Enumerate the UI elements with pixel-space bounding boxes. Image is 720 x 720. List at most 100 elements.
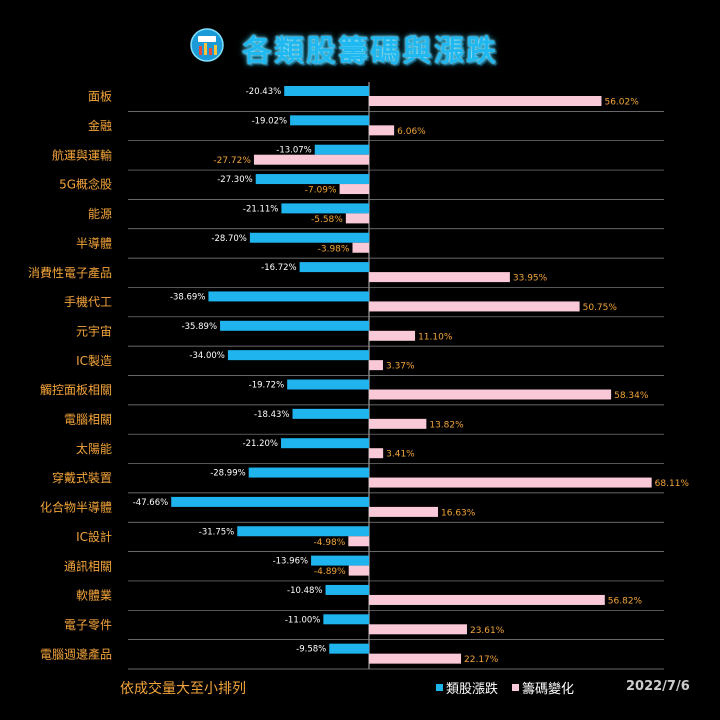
data-label-series2: -27.72%	[213, 156, 251, 166]
data-label-series2: 11.10%	[418, 332, 453, 342]
data-label-series2: 6.06%	[397, 127, 426, 137]
bar-series1	[220, 320, 369, 331]
data-label-series1: -47.66%	[133, 498, 168, 508]
bar-series2	[369, 389, 612, 400]
category-label: 能源	[88, 207, 112, 221]
bar-series1	[284, 86, 369, 96]
category-label: 通訊相關	[64, 558, 112, 573]
data-label-series1: -13.96%	[273, 557, 308, 567]
data-label-series1: -31.75%	[199, 527, 234, 537]
data-label-series1: -38.69%	[170, 292, 205, 302]
data-label-series1: -34.00%	[189, 351, 224, 361]
data-label-series2: -4.89%	[314, 567, 346, 577]
data-label-series1: -9.58%	[296, 645, 326, 655]
data-label-series2: 22.17%	[464, 655, 499, 665]
data-label-series2: -4.98%	[313, 538, 345, 548]
bar-series1	[287, 379, 369, 390]
category-label: 化合物半導體	[40, 500, 112, 515]
date-label: 2022/7/6	[626, 679, 690, 694]
data-label-series2: 68.11%	[655, 479, 690, 489]
data-label-series2: -7.09%	[305, 186, 337, 196]
bar-series2	[348, 536, 369, 547]
data-label-series2: 33.95%	[513, 274, 548, 284]
data-label-series2: 16.63%	[441, 508, 476, 518]
data-label-series2: 23.61%	[470, 626, 505, 636]
bar-series1	[208, 291, 369, 302]
sort-note: 依成交量大至小排列	[120, 681, 246, 697]
data-label-series2: 58.34%	[614, 391, 649, 401]
data-label-series1: -13.07%	[276, 146, 311, 156]
bar-series2	[369, 477, 652, 488]
data-label-series1: -35.89%	[182, 322, 217, 332]
data-label-series1: -19.72%	[249, 381, 284, 391]
data-label-series2: 56.02%	[604, 98, 639, 108]
bar-series1	[292, 408, 369, 419]
legend-label-series2: 籌碼變化	[522, 682, 575, 697]
category-label: IC設計	[76, 529, 112, 544]
bar-series2	[369, 96, 602, 106]
bar-series2	[369, 301, 580, 312]
bar-series1	[171, 496, 369, 507]
category-label: 元宇宙	[76, 323, 112, 338]
category-label: 面板	[88, 90, 112, 104]
data-label-series2: 50.75%	[583, 303, 618, 313]
legend-swatch-series1	[436, 684, 443, 691]
legend-swatch-series2	[512, 684, 520, 691]
data-label-series1: -28.70%	[211, 234, 246, 244]
bar-series2	[253, 154, 369, 165]
bar-series1	[249, 232, 369, 243]
category-label: 太陽能	[76, 441, 112, 456]
bar-series1	[281, 203, 369, 214]
legend-item-series1: 類股漲跌	[436, 678, 498, 697]
bar-series1	[281, 438, 369, 449]
data-label-series2: 3.41%	[386, 450, 415, 460]
category-label: 航運與運輸	[52, 147, 112, 162]
bar-series1	[323, 614, 369, 625]
bar-series1	[237, 526, 369, 537]
data-label-series2: 56.82%	[608, 596, 643, 606]
category-label: 消費性電子產品	[28, 265, 112, 280]
category-label: 5G概念股	[59, 177, 112, 192]
bar-series2	[369, 360, 383, 371]
bar-series2	[369, 653, 462, 664]
category-label: 半導體	[76, 236, 112, 250]
category-label: 金融	[88, 118, 112, 133]
legend-label-series1: 類股漲跌	[446, 682, 499, 697]
bar-series2	[369, 448, 384, 459]
data-label-series1: -21.11%	[243, 204, 278, 214]
bar-series1	[227, 350, 369, 361]
bar-series2	[369, 594, 605, 605]
data-label-series2: 13.82%	[429, 420, 464, 430]
bar-series2	[339, 184, 369, 195]
legend: 類股漲跌 籌碼變化	[436, 678, 574, 697]
bar-series2	[352, 242, 369, 253]
bar-series1	[248, 467, 369, 478]
data-label-series1: -10.48%	[287, 586, 322, 596]
bar-series2	[369, 506, 439, 517]
bar-series1	[325, 584, 369, 595]
bar-series1	[299, 262, 369, 273]
category-label: 電子零件	[64, 618, 112, 632]
category-label: 觸控面板相關	[40, 382, 112, 397]
data-label-series2: -3.98%	[318, 244, 350, 254]
category-label: 軟體業	[76, 588, 112, 603]
bar-series2	[369, 125, 395, 136]
category-label: 電腦相關	[64, 412, 112, 427]
category-label: 穿戴式裝置	[52, 470, 112, 485]
data-label-series1: -21.20%	[243, 439, 278, 449]
bar-series1	[314, 144, 369, 155]
bar-series2	[345, 213, 369, 224]
finance-logo-icon	[190, 28, 224, 62]
bar-series1	[329, 643, 369, 654]
bar-series2	[348, 565, 369, 576]
category-label: IC製造	[76, 354, 112, 368]
data-label-series2: -5.58%	[311, 215, 343, 225]
data-label-series2: 3.37%	[386, 362, 415, 372]
bar-series1	[311, 555, 369, 566]
data-label-series1: -28.99%	[210, 469, 245, 479]
data-label-series1: -18.43%	[254, 410, 289, 420]
bar-series2	[369, 624, 467, 635]
bar-series2	[369, 330, 416, 341]
data-label-series1: -16.72%	[261, 263, 296, 273]
category-label: 手機代工	[64, 294, 112, 309]
